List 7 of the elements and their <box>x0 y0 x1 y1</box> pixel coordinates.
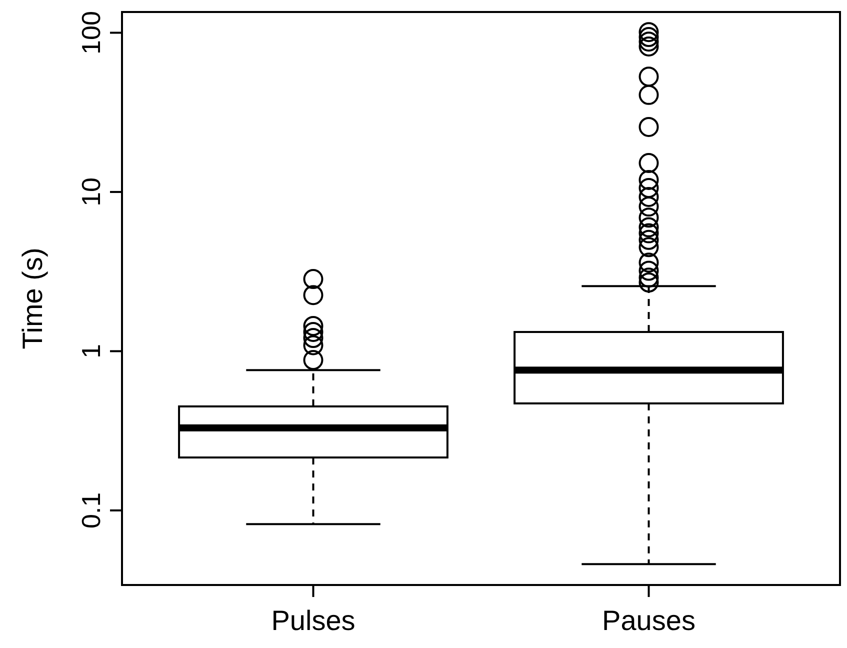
y-tick-label: 10 <box>76 178 106 206</box>
x-tick-label: Pauses <box>602 605 696 636</box>
y-tick-label: 0.1 <box>76 492 106 528</box>
x-tick-label: Pulses <box>271 605 356 636</box>
y-tick-label: 1 <box>76 344 106 358</box>
y-tick-label: 100 <box>76 11 106 54</box>
y-axis-title: Time (s) <box>17 248 48 350</box>
